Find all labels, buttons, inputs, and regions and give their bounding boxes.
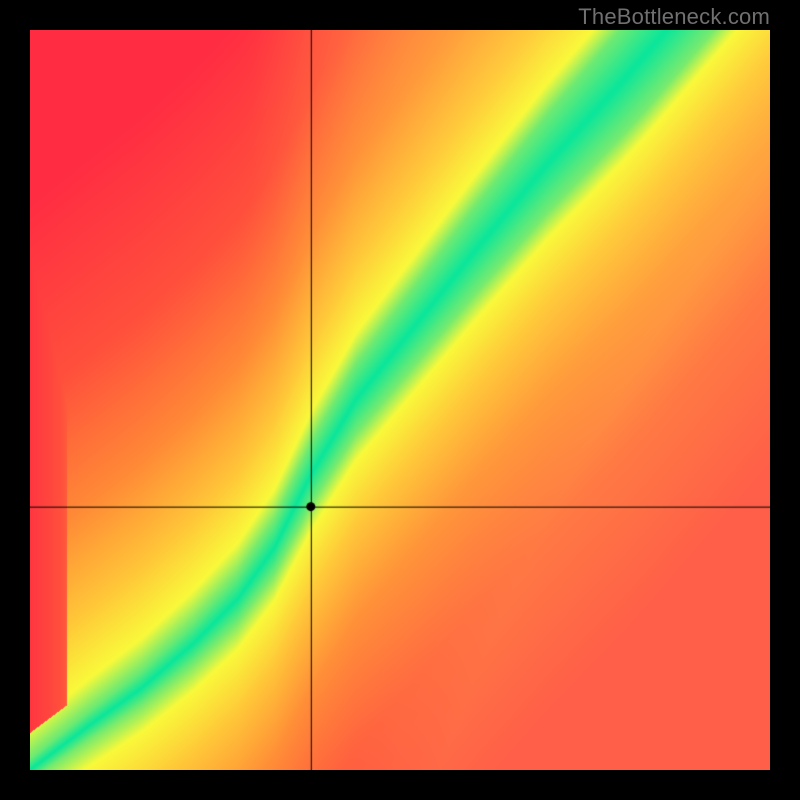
- attribution-text: TheBottleneck.com: [578, 4, 770, 30]
- chart-container: TheBottleneck.com: [0, 0, 800, 800]
- bottleneck-heatmap: [30, 30, 770, 770]
